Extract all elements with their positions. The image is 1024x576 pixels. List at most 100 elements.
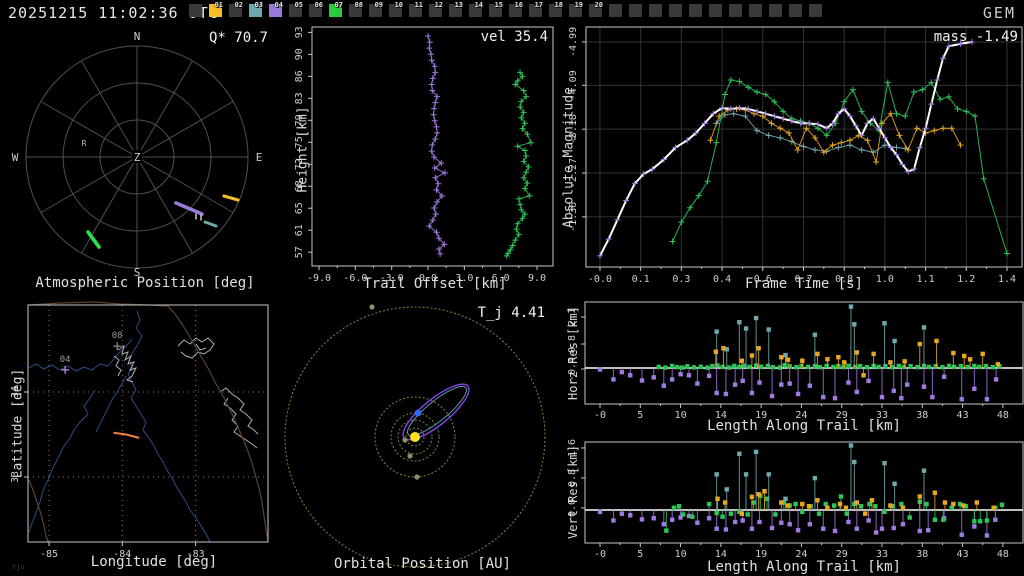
station-indicator-01[interactable]: 01 — [209, 4, 222, 17]
residual-marker — [721, 346, 725, 350]
residual-marker — [865, 365, 869, 369]
residual-marker — [685, 364, 689, 368]
residual-marker — [994, 377, 998, 381]
residual-marker — [991, 365, 995, 369]
height-axis-label: Height [km] — [296, 105, 311, 195]
residual-marker — [897, 364, 901, 368]
residual-marker — [714, 391, 718, 395]
data-point-marker — [523, 153, 529, 159]
urban-area — [224, 398, 257, 448]
station-indicator-09[interactable]: 09 — [369, 4, 382, 17]
vert-res-axis-label: Vert Res [km] — [566, 437, 580, 547]
data-point-marker — [670, 238, 676, 244]
y-tick-label: 86 — [294, 70, 305, 82]
station-indicator-20[interactable]: 20 — [589, 4, 602, 17]
station-indicator-14[interactable]: 14 — [469, 4, 482, 17]
data-point-marker — [745, 106, 751, 112]
residual-marker — [899, 502, 903, 506]
data-point-marker — [425, 33, 431, 39]
data-point-marker — [430, 217, 436, 223]
y-tick-label: 93 — [294, 26, 305, 38]
residual-marker — [727, 365, 731, 369]
residual-marker — [959, 364, 963, 368]
station-indicator[interactable] — [669, 4, 682, 17]
meteor-streak — [205, 222, 216, 226]
station-indicator-04[interactable]: 04 — [269, 4, 282, 17]
station-indicator-19[interactable]: 19 — [569, 4, 582, 17]
station-indicator-12[interactable]: 12 — [429, 4, 442, 17]
data-point-marker — [442, 170, 448, 176]
residual-marker — [951, 351, 955, 355]
data-point-marker — [806, 120, 812, 126]
station-indicator-16[interactable]: 16 — [509, 4, 522, 17]
residual-marker — [941, 518, 945, 522]
station-indicator[interactable] — [729, 4, 742, 17]
residual-marker — [933, 518, 937, 522]
station-indicator[interactable] — [809, 4, 822, 17]
residual-marker — [985, 533, 989, 537]
station-indicator-18[interactable]: 18 — [549, 4, 562, 17]
station-indicator-03[interactable]: 03 — [249, 4, 262, 17]
station-indicator[interactable] — [709, 4, 722, 17]
residual-marker — [620, 370, 624, 374]
station-indicator[interactable] — [649, 4, 662, 17]
station-indicator[interactable] — [689, 4, 702, 17]
data-point-marker — [859, 147, 865, 153]
station-indicator-13[interactable]: 13 — [449, 4, 462, 17]
residual-marker — [699, 365, 703, 369]
residual-marker — [965, 365, 969, 369]
residual-marker — [707, 516, 711, 520]
y-tick-label: 61 — [294, 224, 305, 236]
residual-marker — [733, 382, 737, 386]
station-indicator[interactable] — [749, 4, 762, 17]
data-point-marker — [981, 176, 987, 182]
data-point-marker — [429, 148, 435, 154]
station-indicator-05[interactable]: 05 — [289, 4, 302, 17]
residual-marker — [786, 357, 790, 361]
station-indicator-08[interactable]: 08 — [349, 4, 362, 17]
residual-marker — [901, 522, 905, 526]
station-indicator-label: 17 — [535, 1, 543, 9]
residual-marker — [757, 380, 761, 384]
data-point-marker — [963, 108, 969, 114]
residual-marker — [972, 387, 976, 391]
residual-marker — [690, 515, 694, 519]
residual-marker — [934, 364, 938, 368]
residual-marker — [800, 510, 804, 514]
station-indicator-label: 09 — [375, 1, 383, 9]
station-indicator[interactable] — [789, 4, 802, 17]
data-point-marker — [432, 100, 438, 106]
residual-marker — [756, 346, 760, 350]
station-indicator[interactable] — [189, 4, 202, 17]
residual-marker — [714, 472, 718, 476]
data-point-marker — [434, 130, 440, 136]
data-point-marker — [614, 217, 620, 223]
station-indicator-07[interactable]: 07 — [329, 4, 342, 17]
residual-marker — [930, 395, 934, 399]
residual-marker — [737, 320, 741, 324]
residual-marker — [858, 364, 862, 368]
y-tick-label: 57 — [294, 246, 305, 258]
residual-marker — [846, 380, 850, 384]
station-indicator[interactable] — [629, 4, 642, 17]
station-indicator[interactable] — [769, 4, 782, 17]
station-indicator[interactable] — [609, 4, 622, 17]
station-indicator-11[interactable]: 11 — [409, 4, 422, 17]
station-indicator-15[interactable]: 15 — [489, 4, 502, 17]
data-point-marker — [522, 147, 528, 153]
station-indicator-02[interactable]: 02 — [229, 4, 242, 17]
residual-marker — [927, 365, 931, 369]
station-indicator-label: 18 — [555, 1, 563, 9]
data-point-marker — [931, 128, 937, 134]
station-indicator-17[interactable]: 17 — [529, 4, 542, 17]
orbital-position-plot — [280, 294, 565, 576]
data-point-marker — [923, 125, 929, 131]
residual-marker — [849, 304, 853, 308]
residual-marker — [977, 365, 981, 369]
station-indicator-06[interactable]: 06 — [309, 4, 322, 17]
residual-marker — [952, 365, 956, 369]
station-indicator-10[interactable]: 10 — [389, 4, 402, 17]
residual-marker — [902, 365, 906, 369]
residual-marker — [754, 316, 758, 320]
residual-marker — [861, 373, 865, 377]
